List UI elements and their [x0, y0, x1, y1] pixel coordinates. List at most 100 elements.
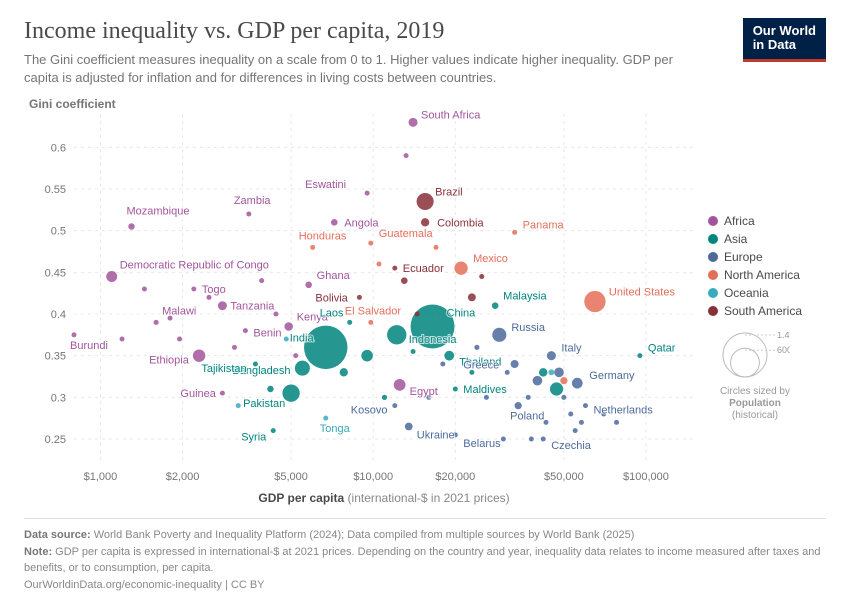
data-point[interactable]	[583, 403, 588, 408]
data-point[interactable]	[501, 437, 506, 442]
data-point[interactable]	[573, 428, 578, 433]
data-point[interactable]	[284, 322, 293, 331]
data-point[interactable]	[310, 245, 315, 250]
legend-item[interactable]: Asia	[708, 232, 802, 246]
data-point[interactable]	[387, 325, 406, 344]
data-point[interactable]	[584, 291, 605, 312]
data-point[interactable]	[511, 360, 519, 368]
data-point[interactable]	[357, 295, 362, 300]
data-point[interactable]	[440, 362, 445, 367]
data-point[interactable]	[323, 416, 328, 421]
data-point[interactable]	[392, 266, 397, 271]
point-label: Benin	[253, 328, 281, 340]
data-point[interactable]	[368, 241, 373, 246]
data-point[interactable]	[579, 420, 584, 425]
data-point[interactable]	[128, 223, 134, 229]
legend-item[interactable]: North America	[708, 268, 802, 282]
data-point[interactable]	[236, 403, 241, 408]
data-point[interactable]	[417, 193, 434, 210]
data-point[interactable]	[191, 287, 196, 292]
data-point[interactable]	[243, 328, 248, 333]
data-point[interactable]	[267, 386, 273, 392]
data-point[interactable]	[550, 382, 563, 395]
data-point[interactable]	[560, 377, 567, 384]
data-point[interactable]	[220, 391, 225, 396]
data-point[interactable]	[421, 218, 429, 226]
point-label: Italy	[561, 343, 582, 355]
data-point[interactable]	[404, 153, 409, 158]
point-label: Mozambique	[127, 206, 190, 218]
data-point[interactable]	[548, 369, 554, 375]
data-point[interactable]	[331, 219, 338, 226]
data-point[interactable]	[614, 420, 619, 425]
data-point[interactable]	[505, 370, 510, 375]
scatter-chart: Gini coefficient0.250.30.350.40.450.50.5…	[24, 94, 704, 514]
data-point[interactable]	[142, 287, 147, 292]
data-point[interactable]	[547, 351, 556, 360]
data-point[interactable]	[479, 274, 484, 279]
data-point[interactable]	[154, 320, 159, 325]
data-point[interactable]	[492, 302, 499, 309]
data-point[interactable]	[405, 423, 413, 431]
data-point[interactable]	[376, 262, 381, 267]
data-point[interactable]	[474, 345, 479, 350]
data-point[interactable]	[409, 118, 418, 127]
data-point[interactable]	[392, 403, 397, 408]
data-point[interactable]	[305, 282, 312, 289]
data-point[interactable]	[340, 368, 348, 376]
data-point[interactable]	[295, 361, 310, 376]
data-point[interactable]	[411, 349, 416, 354]
data-point[interactable]	[453, 387, 458, 392]
data-point[interactable]	[515, 402, 522, 409]
data-point[interactable]	[193, 350, 205, 362]
legend-item[interactable]: Oceania	[708, 286, 802, 300]
data-point[interactable]	[368, 320, 373, 325]
point-label: Ukraine	[417, 430, 455, 442]
data-point[interactable]	[492, 328, 506, 342]
data-point[interactable]	[526, 395, 531, 400]
data-point[interactable]	[382, 395, 387, 400]
data-point[interactable]	[106, 271, 117, 282]
data-point[interactable]	[434, 245, 439, 250]
data-point[interactable]	[365, 191, 370, 196]
data-point[interactable]	[218, 301, 227, 310]
point-label: Egypt	[410, 386, 438, 398]
y-tick-label: 0.5	[51, 226, 66, 238]
data-point[interactable]	[572, 378, 583, 389]
data-point[interactable]	[541, 437, 546, 442]
data-point[interactable]	[637, 353, 642, 358]
data-point[interactable]	[454, 262, 467, 275]
data-point[interactable]	[561, 395, 566, 400]
data-point[interactable]	[539, 368, 547, 376]
data-point[interactable]	[232, 345, 237, 350]
data-point[interactable]	[568, 412, 573, 417]
point-label: Indonesia	[409, 334, 458, 346]
data-point[interactable]	[401, 277, 408, 284]
data-point[interactable]	[246, 212, 251, 217]
data-point[interactable]	[444, 351, 454, 361]
data-point[interactable]	[512, 230, 517, 235]
data-point[interactable]	[468, 293, 476, 301]
point-label: Belarus	[463, 438, 501, 450]
data-point[interactable]	[284, 337, 289, 342]
data-point[interactable]	[415, 312, 420, 317]
data-point[interactable]	[361, 350, 373, 362]
data-point[interactable]	[554, 368, 564, 378]
y-tick-label: 0.35	[45, 351, 66, 363]
data-point[interactable]	[347, 320, 352, 325]
legend-item[interactable]: Europe	[708, 250, 802, 264]
legend-swatch	[708, 234, 718, 244]
legend-item[interactable]: Africa	[708, 214, 802, 228]
data-point[interactable]	[120, 337, 125, 342]
owid-logo[interactable]: Our World in Data	[743, 18, 826, 62]
legend-item[interactable]: South America	[708, 304, 802, 318]
footer-link[interactable]: OurWorldinData.org/economic-inequality	[24, 579, 222, 591]
data-point[interactable]	[72, 332, 77, 337]
data-point[interactable]	[533, 376, 543, 386]
data-point[interactable]	[259, 278, 264, 283]
data-point[interactable]	[293, 353, 298, 358]
data-point[interactable]	[271, 428, 276, 433]
data-point[interactable]	[394, 379, 406, 391]
data-point[interactable]	[177, 337, 182, 342]
data-point[interactable]	[529, 437, 534, 442]
